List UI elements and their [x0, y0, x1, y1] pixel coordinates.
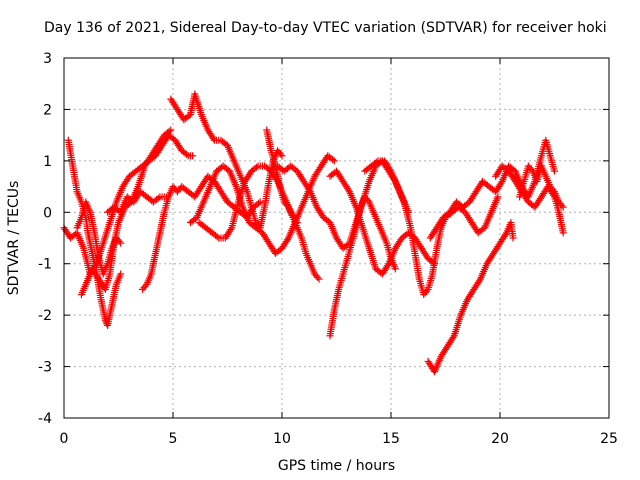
y-tick-label: -2 — [38, 308, 52, 324]
data-point — [189, 152, 197, 160]
x-axis-label: GPS time / hours — [278, 458, 395, 474]
data-point — [551, 167, 558, 175]
data-point — [165, 127, 173, 135]
data-point — [549, 186, 557, 194]
y-tick-label: -4 — [38, 411, 52, 427]
data-point — [559, 203, 567, 211]
data-point — [278, 152, 286, 160]
x-tick-label: 5 — [169, 431, 178, 447]
series-sat-e — [104, 188, 170, 216]
series-sat-f — [138, 172, 264, 293]
data-point — [141, 282, 149, 290]
data-point — [252, 163, 260, 171]
y-tick-label: -3 — [38, 360, 52, 376]
data-point — [314, 273, 322, 281]
data-point — [255, 199, 263, 207]
data-point — [558, 201, 566, 209]
data-point — [527, 165, 535, 173]
data-point — [227, 225, 235, 233]
data-point — [117, 239, 125, 247]
data-point — [423, 287, 431, 295]
data-point — [475, 277, 483, 285]
series-sat-h — [186, 152, 338, 257]
data-point — [372, 158, 380, 166]
x-tick-label: 10 — [273, 431, 291, 447]
x-tick-label: 0 — [60, 431, 69, 447]
data-point — [330, 157, 338, 165]
y-axis-label: SDTVAR / TECUs — [6, 181, 22, 296]
data-point — [283, 236, 291, 244]
data-point — [209, 135, 217, 143]
data-series — [60, 90, 567, 376]
data-point — [386, 165, 394, 173]
data-point — [509, 234, 517, 242]
series-sat-m — [326, 167, 439, 278]
axis-ticks: 0 5 10 15 20 25 -4 -3 -2 -1 0 1 2 3 — [38, 51, 618, 447]
data-point — [277, 150, 285, 158]
series-sat-i — [195, 162, 301, 242]
data-point — [344, 186, 352, 194]
data-point — [283, 201, 291, 209]
y-tick-label: 3 — [43, 51, 52, 67]
data-point — [183, 150, 191, 158]
series-sat-r — [516, 162, 567, 211]
data-point — [501, 231, 509, 239]
data-point — [449, 333, 457, 341]
series-sat-p — [426, 136, 558, 242]
y-tick-label: 0 — [43, 205, 52, 221]
data-point — [154, 194, 162, 202]
data-point — [213, 233, 221, 241]
data-point — [391, 265, 399, 273]
data-point — [315, 275, 323, 283]
x-tick-label: 25 — [600, 431, 618, 447]
chart-title: Day 136 of 2021, Sidereal Day-to-day VTE… — [44, 20, 607, 36]
x-tick-label: 20 — [491, 431, 509, 447]
data-point — [384, 261, 392, 269]
data-point — [497, 179, 505, 187]
data-point — [256, 198, 264, 206]
data-point — [559, 229, 567, 237]
x-tick-label: 15 — [382, 431, 400, 447]
series-sat-o — [424, 219, 517, 376]
data-point — [364, 196, 372, 204]
series-sat-j — [263, 126, 323, 283]
data-point — [167, 126, 175, 134]
y-tick-label: 2 — [43, 102, 52, 118]
data-point — [494, 193, 502, 201]
plot-border — [63, 57, 610, 419]
data-point — [305, 186, 313, 194]
y-tick-label: -1 — [38, 257, 52, 273]
y-tick-label: 1 — [43, 154, 52, 170]
data-point — [117, 270, 125, 278]
data-point — [329, 156, 337, 164]
